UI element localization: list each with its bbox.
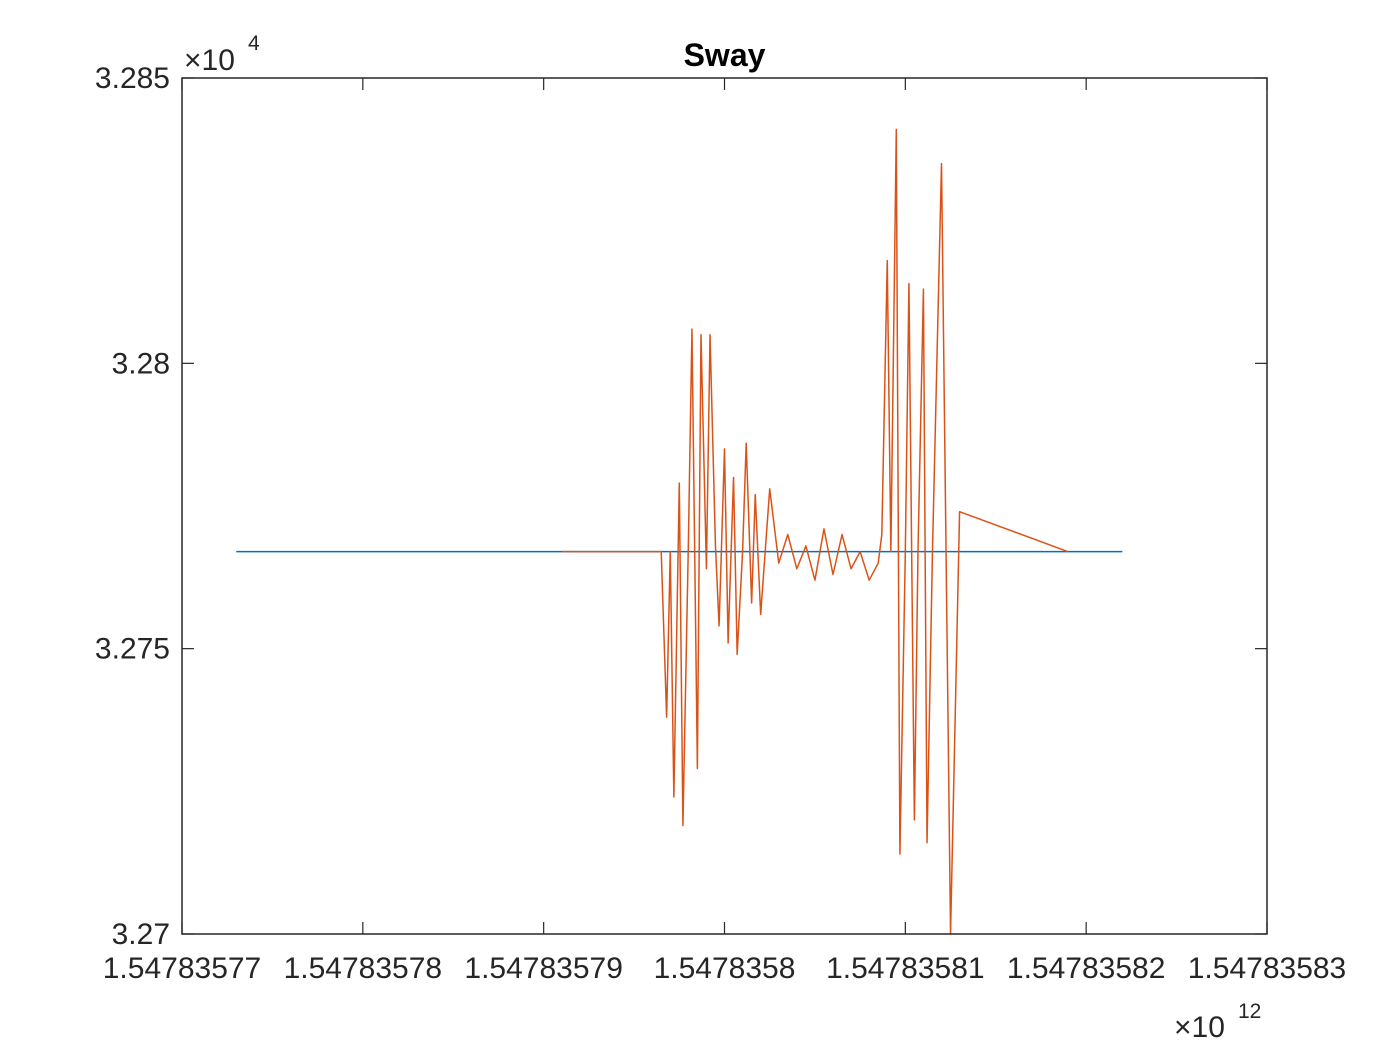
- y-tick-label: 3.28: [112, 347, 170, 380]
- svg-text:12: 12: [1238, 1000, 1261, 1023]
- series-layer: [236, 128, 1123, 935]
- x-tick-label: 1.54783578: [284, 952, 443, 985]
- y-tick-label: 3.27: [112, 918, 170, 951]
- series-line-2: [561, 128, 1069, 935]
- chart-title: Sway: [684, 37, 766, 73]
- x-tick-label: 1.54783579: [464, 952, 623, 985]
- svg-text:×10: ×10: [184, 44, 235, 77]
- x-multiplier: ×10 12: [1174, 1000, 1261, 1044]
- x-tick-label: 1.54783582: [1007, 952, 1166, 985]
- tick-layer: 1.54783577 1.54783578 1.54783579 1.5478358 1…: [95, 62, 1346, 985]
- x-tick-label: 1.54783581: [826, 952, 985, 985]
- svg-text:×10: ×10: [1174, 1011, 1225, 1044]
- plot-background: [182, 78, 1267, 934]
- x-tick-label: 1.54783583: [1188, 952, 1347, 985]
- svg-text:4: 4: [248, 32, 260, 55]
- x-tick-label: 1.5478358: [654, 952, 796, 985]
- x-tick-label: 1.54783577: [103, 952, 262, 985]
- y-tick-label: 3.285: [95, 62, 170, 95]
- y-tick-label: 3.275: [95, 633, 170, 666]
- axes-box: [181, 77, 1268, 935]
- y-multiplier: ×10 4: [184, 32, 260, 77]
